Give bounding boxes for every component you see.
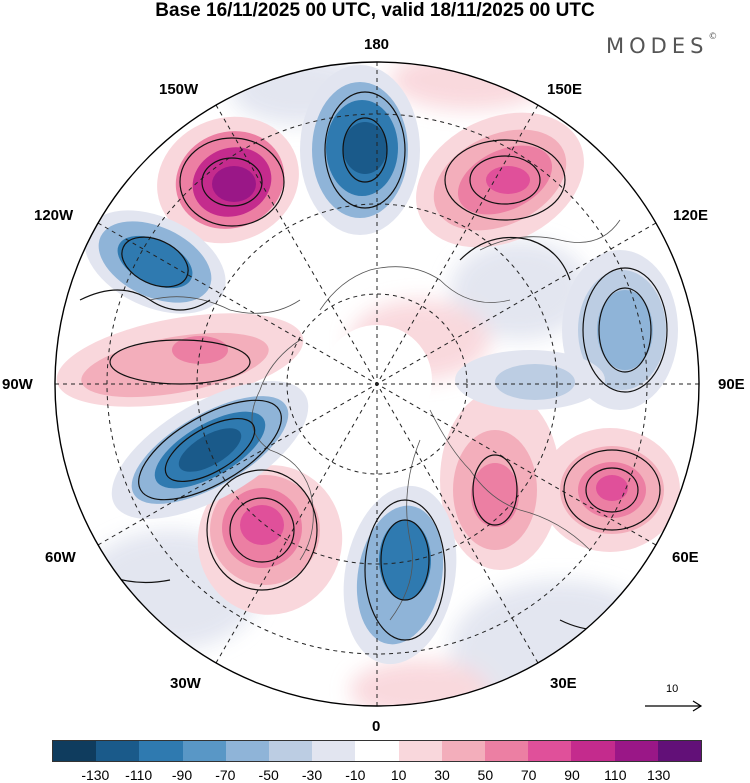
lon-label-120e: 120E [673,207,709,224]
colorbar-swatch [614,741,658,761]
coastlines [149,219,621,621]
lon-label-30e: 30E [550,675,577,692]
colorbar-tick-label: 90 [564,767,580,783]
colorbar-swatch [53,741,97,761]
colorbar-tick-label: -30 [301,767,323,783]
colorbar-swatch [355,741,399,761]
colorbar-tick-label: 130 [646,767,671,783]
colorbar-swatch [657,741,702,761]
colorbar-swatch [528,741,572,761]
map-border [54,61,700,707]
brand-mark: © [708,32,718,42]
streamlines [79,91,668,641]
colorbar-swatch [485,741,529,761]
graticule [55,62,699,706]
colorbar-tick-label: 50 [477,767,494,783]
lon-label-180: 180 [364,36,390,53]
colorbar-swatch [182,741,226,761]
lon-label-120w: 120W [34,207,74,224]
colorbar-swatch [225,741,270,761]
lon-label-150e: 150E [547,81,583,98]
brand-text: MODES [606,34,709,58]
colorbar-tick-label: 110 [604,767,627,783]
colorbar-tick-label: -10 [345,767,366,783]
colorbar-swatch [398,741,442,761]
lon-label-90e: 90E [718,376,745,393]
lon-label-60w: 60W [45,549,76,566]
colorbar-swatch [312,741,356,761]
map-title: Base 16/11/2025 00 UTC, valid 18/11/2025… [155,0,595,21]
vector-reference-arrow-icon [645,700,703,712]
colorbar-swatch [571,741,615,761]
colorbar-swatch [96,741,140,761]
vector-reference-value: 10 [666,683,679,695]
colorbar [52,740,702,762]
colorbar-tick-label: 70 [520,767,537,783]
modes-logo: MODES© [606,32,718,58]
colorbar-tick-label: -90 [171,767,193,783]
colorbar-tick-label: 10 [390,767,407,783]
positive-anomalies [56,112,680,615]
colorbar-swatch [139,741,183,761]
lon-label-90w: 90W [2,376,33,393]
colorbar-tick-label: -110 [125,767,153,783]
polar-region [322,325,432,435]
lon-label-150w: 150W [159,81,199,98]
anomaly-field [55,62,699,706]
colorbar-swatch [441,741,486,761]
colorbar-tick-label: 30 [434,767,450,783]
colorbar-tick-label: -130 [81,767,110,783]
colorbar-tick-label: -50 [258,767,279,783]
lon-label-60e: 60E [672,549,699,566]
colorbar-tick-label: -70 [215,767,236,783]
colorbar-swatch [269,741,313,761]
lon-label-30w: 30W [170,675,201,692]
lon-label-0: 0 [372,718,381,735]
